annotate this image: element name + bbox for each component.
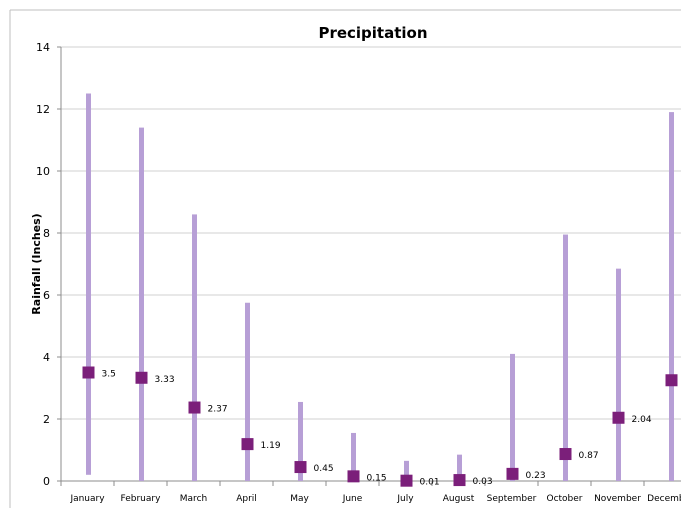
data-label: 3.5 [102, 370, 116, 380]
mean-marker [453, 474, 466, 487]
data-label: 0.01 [420, 478, 440, 488]
x-tick-label: November [594, 494, 641, 504]
x-tick-label: January [69, 494, 105, 504]
x-tick-label: July [396, 494, 414, 504]
range-bars [86, 93, 674, 481]
y-tick-label: 6 [43, 289, 50, 302]
data-label: 1.19 [261, 441, 281, 451]
x-tick-label: May [290, 494, 309, 504]
data-label: 0.87 [579, 451, 599, 461]
data-label: 0.15 [367, 473, 387, 483]
range-bar [192, 214, 197, 481]
x-tick-label: February [121, 494, 162, 504]
x-tick-label: October [546, 494, 582, 504]
mean-marker [665, 374, 678, 387]
data-label: 0.23 [526, 471, 546, 481]
mean-marker [294, 461, 307, 474]
x-tick-label: August [443, 494, 475, 504]
x-tick-label: April [236, 494, 257, 504]
y-tick-label: 8 [43, 227, 50, 240]
mean-marker [82, 366, 95, 379]
x-tick-label: December [647, 494, 681, 504]
data-label: 2.04 [632, 415, 652, 425]
range-bar [86, 93, 91, 475]
data-label: 0.45 [314, 464, 334, 474]
y-tick-label: 12 [36, 103, 50, 116]
chart-title: Precipitation [318, 24, 427, 42]
y-tick-label: 10 [36, 165, 50, 178]
gridlines [61, 46, 681, 420]
range-bar [139, 127, 144, 481]
mean-marker [188, 401, 201, 414]
mean-marker [241, 438, 254, 451]
data-label: 2.37 [208, 405, 228, 415]
range-bar [616, 268, 621, 481]
mean-marker [559, 448, 572, 461]
range-bar [457, 454, 462, 481]
range-bar [563, 234, 568, 481]
mean-marker [347, 470, 360, 483]
range-bar [245, 302, 250, 481]
range-bar [404, 460, 409, 481]
data-labels: 3.5 3.33 2.37 1.19 0.45 0.15 0.01 0.03 0.23 0.87 2… [102, 370, 652, 488]
data-label: 3.33 [155, 375, 175, 385]
y-tick-label: 4 [43, 351, 50, 364]
mean-marker [506, 467, 519, 480]
y-tick-label: 2 [43, 413, 50, 426]
data-label: 0.03 [473, 477, 493, 487]
mean-markers [82, 366, 678, 487]
y-axis-ticks: 0 2 4 6 8 10 12 14 [36, 41, 62, 488]
range-bar [669, 112, 674, 481]
range-bar [298, 401, 303, 481]
y-tick-label: 14 [36, 41, 50, 54]
range-bar [351, 432, 356, 481]
x-tick-label: March [180, 494, 207, 504]
y-tick-label: 0 [43, 475, 50, 488]
mean-marker [400, 474, 413, 487]
range-bar [510, 353, 515, 481]
x-tick-label: September [487, 494, 537, 504]
y-axis-label: Rainfall (Inches) [30, 213, 43, 314]
mean-marker [612, 411, 625, 424]
x-tick-label: June [342, 494, 363, 504]
mean-marker [135, 371, 148, 384]
x-axis: January February March April May June July Augu… [60, 480, 681, 504]
